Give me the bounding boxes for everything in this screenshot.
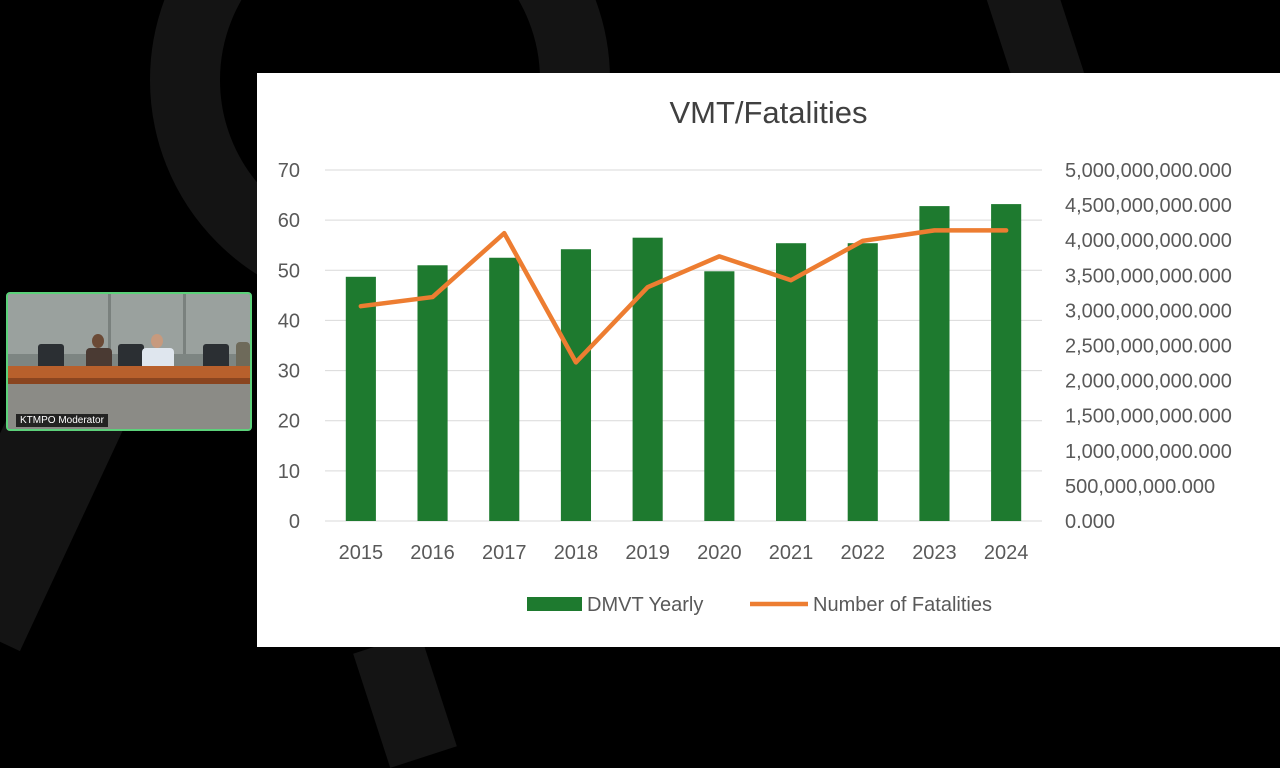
person-body	[86, 348, 112, 370]
left-axis-tick-label: 70	[278, 160, 300, 182]
x-axis-tick-label: 2020	[697, 542, 742, 564]
x-axis-tick-label: 2019	[625, 542, 670, 564]
bar-dmvt-yearly	[991, 204, 1022, 521]
shared-slide: VMT/Fatalities 0 10 20 30 40 50 60 70 0.000 500,0…	[257, 73, 1280, 647]
x-axis-tick-label: 2021	[769, 542, 814, 564]
person-body	[142, 348, 174, 370]
chart-title: VMT/Fatalities	[669, 95, 868, 130]
right-axis-tick-label: 4,000,000,000.000	[1065, 230, 1232, 252]
left-axis-tick-label: 60	[278, 210, 300, 232]
wall-panel	[183, 294, 186, 354]
right-axis-tick-label: 1,500,000,000.000	[1065, 406, 1232, 428]
left-axis-tick-label: 10	[278, 461, 300, 483]
x-axis-tick-label: 2023	[912, 542, 957, 564]
right-axis-tick-label: 2,500,000,000.000	[1065, 336, 1232, 358]
right-axis-tick-label: 500,000,000.000	[1065, 476, 1215, 498]
wall-panel	[108, 294, 111, 354]
legend-label-number-of-fatalities: Number of Fatalities	[813, 594, 992, 616]
left-axis-tick-label: 0	[289, 511, 300, 533]
person-body	[236, 342, 250, 370]
x-axis-tick-label: 2017	[482, 542, 527, 564]
right-axis-tick-label: 4,500,000,000.000	[1065, 195, 1232, 217]
x-axis-tick-label: 2018	[554, 542, 599, 564]
bar-dmvt-yearly	[632, 237, 663, 521]
right-axis-tick-label: 3,000,000,000.000	[1065, 300, 1232, 322]
combo-chart: 0 10 20 30 40 50 60 70 0.000 500,000,000.000 1,000…	[278, 160, 1232, 616]
x-axis-tick-label: 2016	[410, 542, 455, 564]
participant-video-tile[interactable]: KTMPO Moderator	[6, 292, 252, 431]
person-head	[151, 334, 163, 348]
bar-dmvt-yearly	[345, 276, 376, 521]
right-axis-tick-label: 2,000,000,000.000	[1065, 371, 1232, 393]
bar-dmvt-yearly	[847, 243, 878, 522]
right-axis-tick-label: 3,500,000,000.000	[1065, 265, 1232, 287]
left-axis-tick-label: 30	[278, 361, 300, 383]
right-axis-tick-label: 1,000,000,000.000	[1065, 441, 1232, 463]
legend-swatch-dmvt-yearly	[527, 597, 582, 611]
conference-table	[8, 366, 250, 378]
line-number-of-fatalities	[358, 228, 1009, 365]
right-axis-tick-label: 0.000	[1065, 511, 1115, 533]
table-edge	[8, 378, 250, 384]
bar-dmvt-yearly	[919, 206, 950, 522]
right-axis-tick-label: 5,000,000,000.000	[1065, 160, 1232, 182]
x-axis-tick-label: 2024	[984, 542, 1029, 564]
bar-dmvt-yearly	[704, 271, 735, 521]
legend-label-dmvt-yearly: DMVT Yearly	[587, 594, 703, 616]
left-axis-tick-label: 50	[278, 260, 300, 282]
bar-dmvt-yearly	[775, 243, 807, 522]
participant-name-label: KTMPO Moderator	[16, 414, 108, 427]
left-axis-tick-label: 40	[278, 310, 300, 332]
person-head	[92, 334, 104, 348]
x-axis-tick-label: 2015	[339, 542, 384, 564]
x-axis-tick-label: 2022	[841, 542, 886, 564]
left-axis-tick-label: 20	[278, 411, 300, 433]
bar-dmvt-yearly	[489, 257, 520, 521]
bar-dmvt-yearly	[417, 265, 448, 521]
bar-dmvt-yearly	[560, 249, 592, 521]
background-stroke	[353, 632, 457, 768]
